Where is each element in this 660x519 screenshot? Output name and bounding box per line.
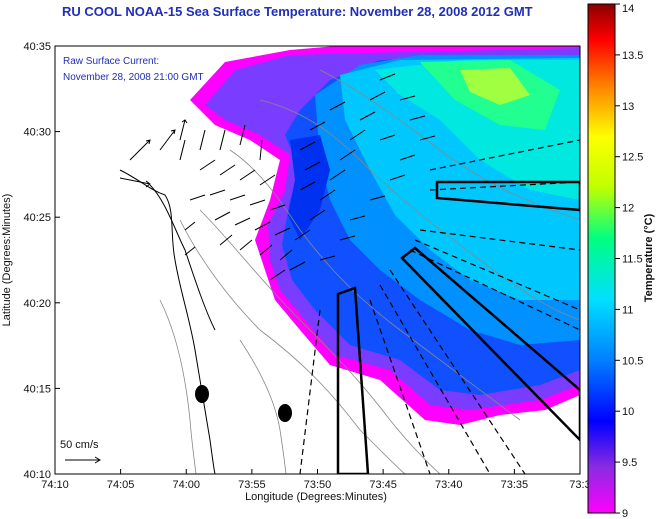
x-axis-label: Longitude (Degrees:Minutes)	[245, 491, 387, 503]
x-tick-label: 73:3	[569, 479, 590, 491]
colorbar-tick-label: 10	[622, 406, 634, 418]
annotation-line-2: November 28, 2008 21:00 GMT	[63, 72, 204, 83]
surface-current-vectors	[119, 73, 436, 281]
x-axis: 74:10 74:05 74:00 73:55 73:50 73:45 73:40 73:35…	[41, 469, 591, 503]
y-tick-label: 40:15	[23, 383, 51, 395]
annotation-line-1: Raw Surface Current:	[63, 56, 159, 67]
x-tick-label: 73:55	[238, 479, 266, 491]
colorbar-gradient	[587, 3, 616, 514]
coastline	[119, 169, 216, 474]
sst-blue-patch	[288, 135, 330, 240]
colorbar-tick-label: 10.5	[622, 355, 643, 367]
radar-site-marker	[278, 404, 292, 422]
x-tick-label: 73:35	[501, 479, 529, 491]
colorbar-tick-label: 11.5	[622, 254, 643, 266]
x-tick-label: 74:00	[172, 479, 200, 491]
x-tick-label: 73:45	[369, 479, 397, 491]
scale-arrow	[65, 456, 101, 464]
x-tick-label: 74:05	[107, 479, 135, 491]
colorbar-tick-label: 14	[622, 3, 634, 15]
x-tick-label: 73:50	[304, 479, 332, 491]
x-tick-label: 73:40	[435, 479, 463, 491]
colorbar-tick-labels: 14 13.5 13 12.5 12 11.5 11 10.5 10 9.5 9	[615, 3, 643, 519]
radar-sectors	[299, 139, 580, 474]
colorbar-tick-label: 12	[622, 203, 634, 215]
y-tick-labels: 40:35 40:30 40:25 40:20 40:15 40:10	[23, 41, 60, 481]
chart-title: RU COOL NOAA-15 Sea Surface Temperature:…	[62, 4, 533, 19]
x-tick-label: 74:10	[41, 479, 69, 491]
colorbar-tick-label: 9	[622, 508, 628, 519]
y-axis-label: Latitude (Degrees:Minutes)	[1, 194, 13, 327]
scale-arrow-label: 50 cm/s	[60, 439, 99, 451]
colorbar: 14 13.5 13 12.5 12 11.5 11 10.5 10 9.5 9 Temperatu…	[587, 3, 655, 519]
y-axis: 40:35 40:30 40:25 40:20 40:15 40:10 Latitude …	[1, 41, 60, 481]
x-tick-labels: 74:10 74:05 74:00 73:55 73:50 73:45 73:40 73:35…	[41, 469, 591, 491]
y-tick-label: 40:30	[23, 127, 51, 139]
y-tick-label: 40:25	[23, 212, 51, 224]
y-tick-label: 40:10	[23, 469, 51, 481]
colorbar-tick-label: 9.5	[622, 457, 637, 469]
sst-yellow-green	[460, 68, 530, 105]
colorbar-tick-label: 12.5	[622, 152, 643, 164]
colorbar-tick-label: 11	[622, 304, 633, 316]
colorbar-tick-label: 13	[622, 101, 634, 113]
y-tick-label: 40:20	[23, 298, 51, 310]
colorbar-tick-label: 13.5	[622, 50, 643, 62]
y-tick-label: 40:35	[23, 41, 51, 53]
colorbar-label: Temperature (°C)	[643, 213, 655, 302]
radar-site-marker	[195, 385, 209, 403]
